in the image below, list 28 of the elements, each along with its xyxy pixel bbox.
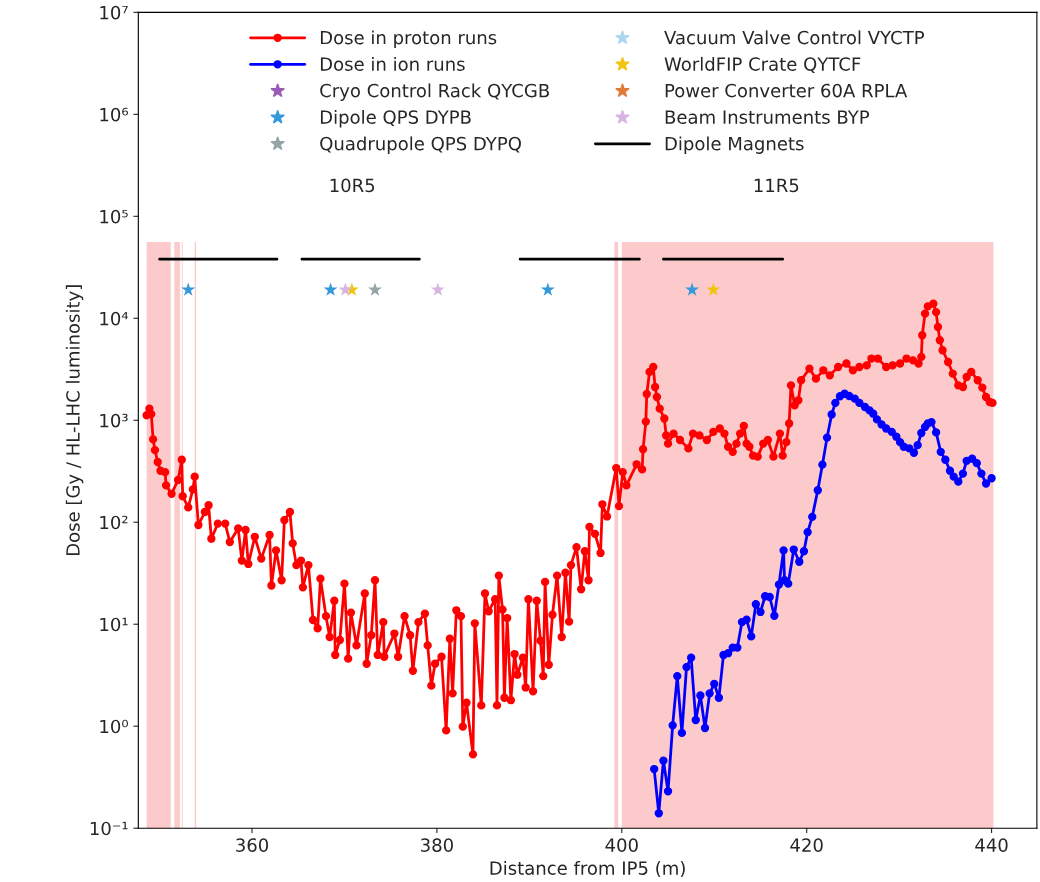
legend-label: Dipole QPS DYPB bbox=[320, 109, 471, 128]
legend-label: Dose in proton runs bbox=[320, 30, 497, 48]
y-tick-label: 10³ bbox=[100, 413, 128, 428]
y-tick-label: 10⁵ bbox=[100, 209, 128, 224]
x-tick-label: 400 bbox=[605, 838, 638, 852]
legend-label: Vacuum Valve Control VYCTP bbox=[664, 30, 925, 45]
y-tick-label: 10⁷ bbox=[100, 5, 128, 20]
y-tick-label: 10² bbox=[100, 515, 128, 530]
x-tick-label: 440 bbox=[975, 838, 1008, 852]
legend-label: Dose in ion runs bbox=[320, 56, 465, 71]
legend-label: Power Converter 60A RPLA bbox=[665, 83, 908, 98]
legend-label: Beam Instruments BYP bbox=[665, 110, 870, 124]
y-tick-label: 10⁰ bbox=[100, 719, 128, 734]
x-tick-label: 360 bbox=[236, 838, 269, 852]
annotation: 11R5 bbox=[754, 178, 799, 193]
legend-label: Quadrupole QPS DYPQ bbox=[320, 136, 521, 154]
y-tick-label: 10⁶ bbox=[100, 107, 129, 122]
annotation: 10R5 bbox=[330, 178, 375, 193]
y-axis-title: Dose [Gy / HL-LHC luminosity] bbox=[65, 285, 84, 556]
y-tick-label: 10⁴ bbox=[100, 311, 129, 326]
legend-label: Dipole Magnets bbox=[665, 136, 804, 154]
y-tick-label: 10⁻¹ bbox=[90, 821, 128, 836]
x-tick-label: 420 bbox=[790, 838, 823, 852]
x-axis-title: Distance from IP5 (m) bbox=[490, 860, 685, 878]
x-tick-label: 380 bbox=[421, 838, 453, 852]
y-tick-label: 10¹ bbox=[100, 617, 128, 632]
legend-label: WorldFIP Crate QYTCF bbox=[664, 56, 861, 73]
legend-label: Cryo Control Rack QYCGB bbox=[320, 83, 549, 101]
